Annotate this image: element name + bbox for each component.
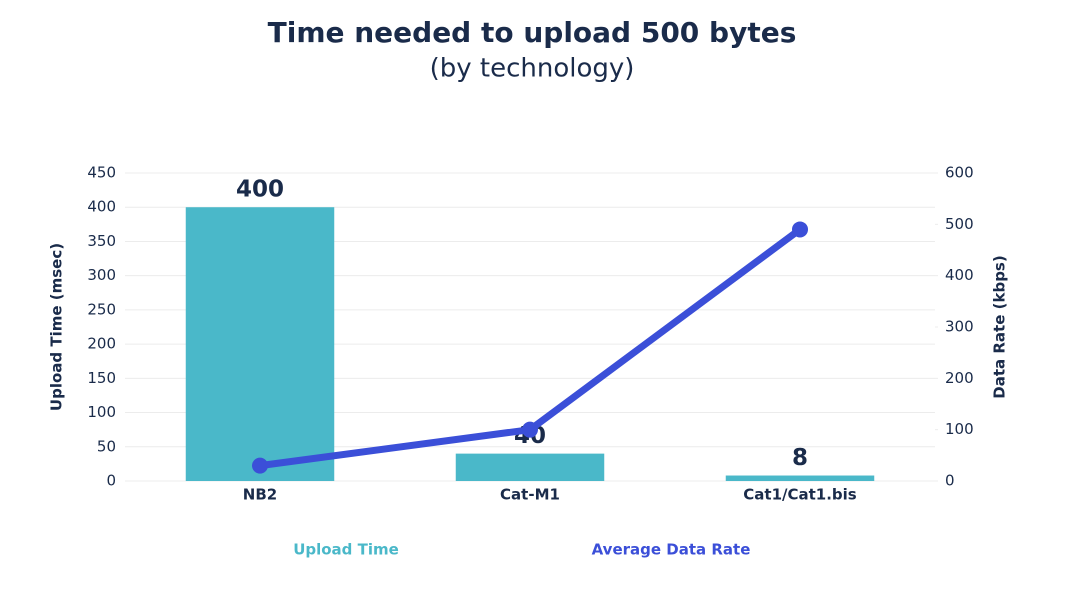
y-tick-label: 300 <box>87 266 116 284</box>
line-point <box>792 221 808 238</box>
y-tick-label: 350 <box>87 232 116 250</box>
legend-entry: Upload Time <box>293 541 399 559</box>
y-tick-label: 0 <box>106 472 116 490</box>
chart-subtitle: (by technology) <box>430 54 635 84</box>
y2-tick-label: 0 <box>945 472 955 490</box>
y-tick-label: 450 <box>87 164 116 182</box>
y2-tick-label: 600 <box>945 164 974 182</box>
y-tick-label: 250 <box>87 300 116 318</box>
data-label: 8 <box>792 445 808 471</box>
y-tick-label: 50 <box>97 437 116 455</box>
y2-tick-label: 200 <box>945 369 974 387</box>
x-tick-label: Cat-M1 <box>500 486 560 504</box>
y-tick-label: 400 <box>87 198 116 216</box>
y-tick-label: 150 <box>87 369 116 387</box>
line-point <box>252 457 268 474</box>
y-axis-label: Upload Time (msec) <box>48 243 66 411</box>
data-label: 400 <box>236 177 284 203</box>
y-tick-label: 200 <box>87 335 116 353</box>
bar <box>725 475 875 481</box>
chart-title: Time needed to upload 500 bytes <box>268 16 797 49</box>
y2-tick-label: 300 <box>945 318 974 336</box>
y-tick-label: 100 <box>87 403 116 421</box>
y2-tick-label: 100 <box>945 420 974 438</box>
y2-tick-label: 500 <box>945 215 974 233</box>
line-point <box>522 421 538 438</box>
bar <box>455 453 605 481</box>
legend-entry: Average Data Rate <box>592 541 751 559</box>
y2-axis-label: Data Rate (kbps) <box>991 255 1009 398</box>
x-tick-label: NB2 <box>243 486 277 504</box>
y2-tick-label: 400 <box>945 266 974 284</box>
bar <box>185 207 335 481</box>
x-tick-label: Cat1/Cat1.bis <box>743 486 857 504</box>
